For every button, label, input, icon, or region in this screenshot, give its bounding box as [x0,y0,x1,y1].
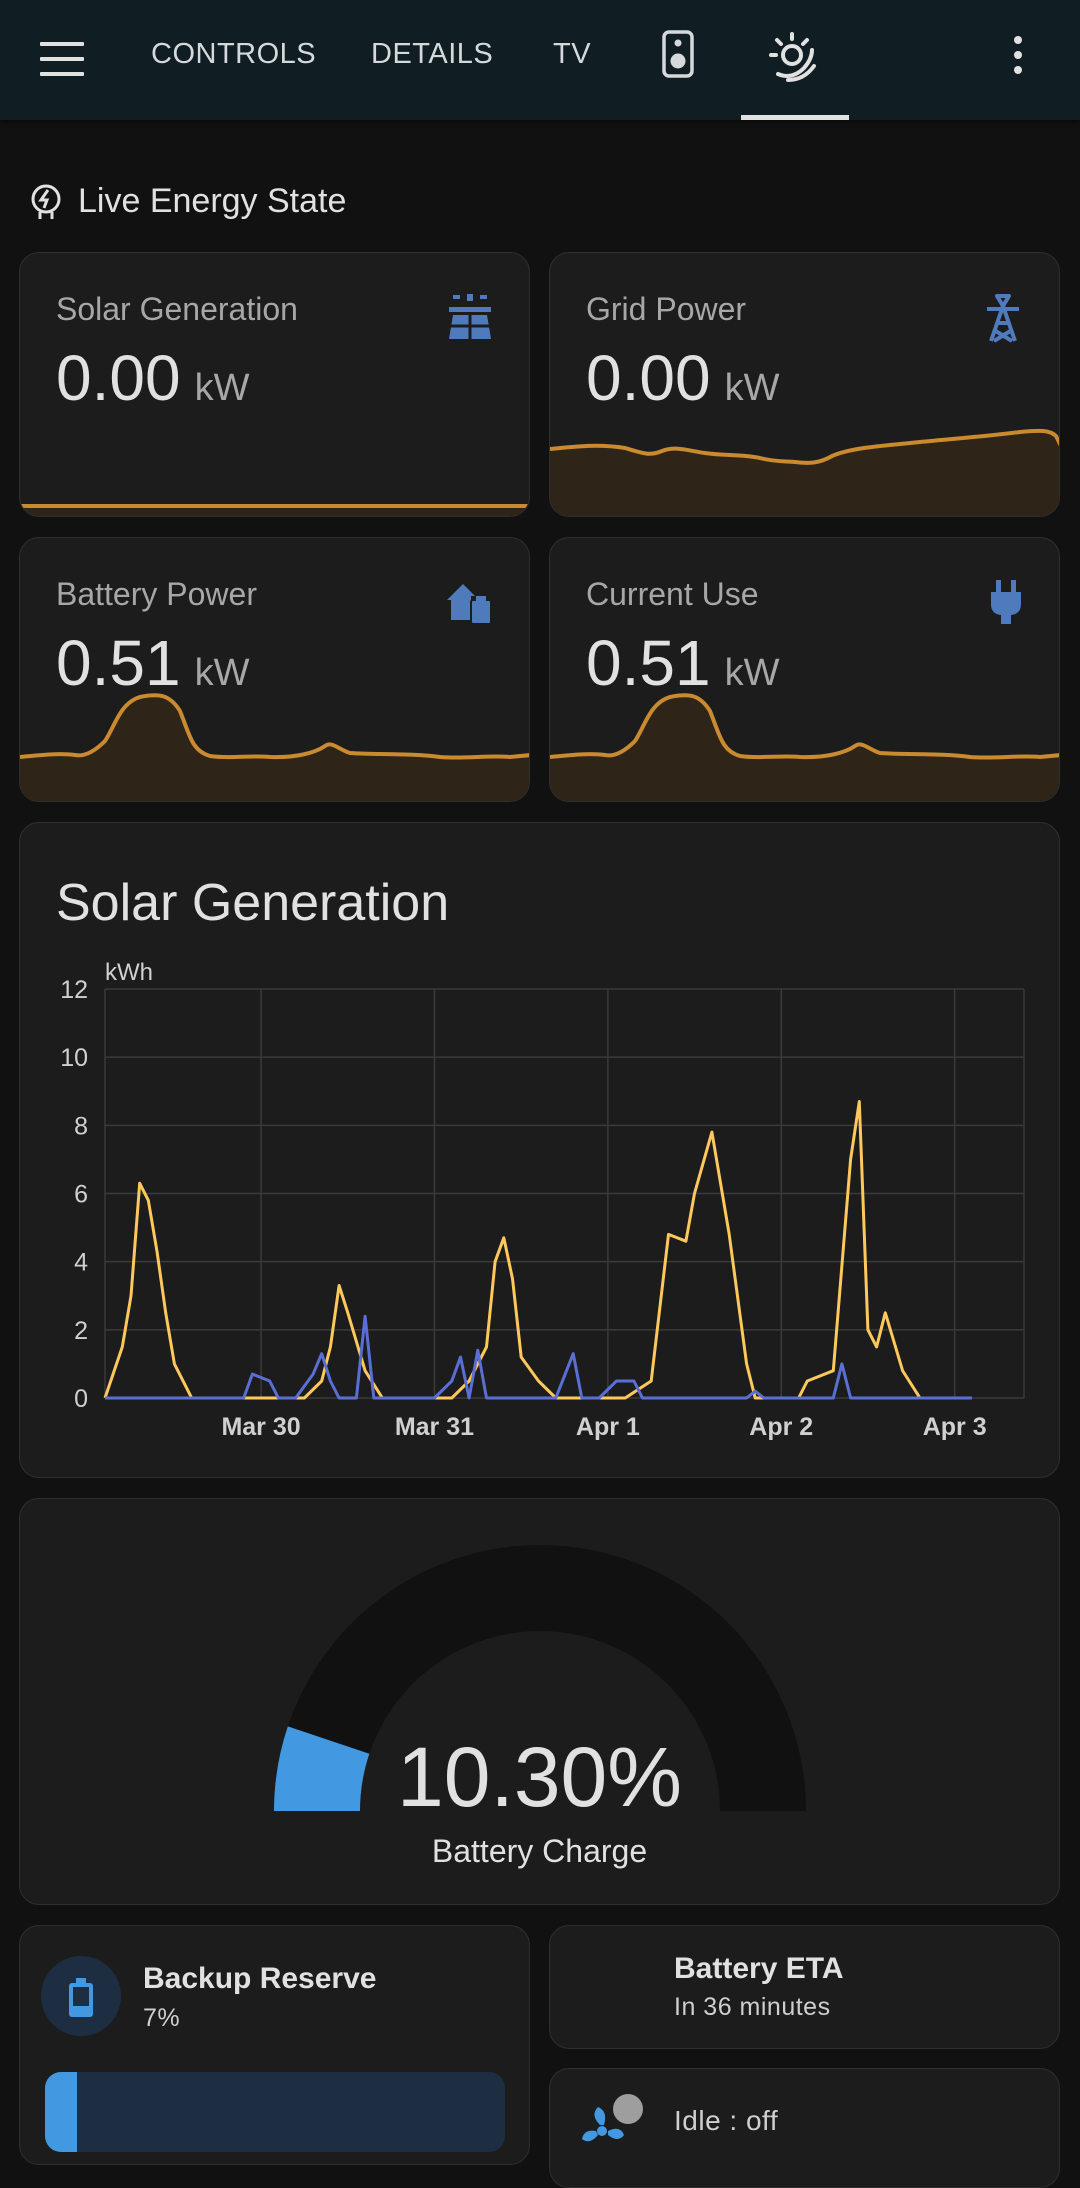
speaker-icon[interactable] [661,28,695,84]
sensor-name: Current Use [586,576,759,612]
sensor-card-solar-generation[interactable]: Solar Generation 0.00 kW [19,252,530,517]
fan-icon [582,2094,643,2142]
sensor-unit: kW [724,367,780,409]
y-tick-label: 8 [74,1112,88,1140]
sensor-name: Grid Power [586,291,747,327]
chart-title: Solar Generation [56,874,450,932]
solar-generation-chart[interactable]: 0 2 4 6 8 10 12 Mar 30 Mar 31 Apr 1 Apr 2 Apr 3 kWh [20,823,1060,1478]
backup-reserve-slider[interactable] [45,2072,505,2152]
gauge-track [274,1545,806,1811]
sensor-card-battery-power[interactable]: Battery Power 0.51 kW [19,537,530,802]
sensor-unit: kW [194,652,250,694]
x-tick-label: Mar 31 [395,1413,474,1441]
tab-controls[interactable]: CONTROLS [151,38,317,70]
energy-meter-icon [31,184,61,219]
gauge-fill [274,1726,370,1811]
gauge-label: Battery Charge [431,1833,648,1869]
solar-weather-icon[interactable] [768,28,822,84]
sensor-value-row: 0.51 kW [56,626,249,700]
tab-tv[interactable]: TV [553,38,592,70]
tile-state: In 36 minutes [674,1993,831,2021]
sensor-name: Solar Generation [56,291,298,327]
tile-name: Backup Reserve [143,1962,377,1995]
transmission-tower-icon [987,294,1019,343]
more-vertical-icon[interactable] [1003,36,1033,84]
tile-state: Idle : off [674,2105,779,2136]
slider-fill [45,2072,78,2152]
series-line-0 [103,1100,972,1400]
series-line-1 [105,1314,972,1400]
x-tick-label: Apr 2 [749,1413,813,1441]
section-header: Live Energy State [28,181,346,221]
battery-charge-gauge-card[interactable]: 10.30% Battery Charge [19,1498,1060,1905]
sparkline-battery [20,693,529,801]
y-axis-unit-label: kWh [105,959,153,986]
y-tick-label: 2 [74,1317,88,1345]
sparkline-solar [20,504,529,516]
gauge-value: 10.30% [397,1730,682,1824]
tab-details[interactable]: DETAILS [371,38,494,70]
tile-name: Battery ETA [674,1952,844,1985]
sparkline-grid [550,428,1059,516]
battery-icon-badge [41,1956,121,2036]
sensor-value-row: 0.00 kW [56,341,249,415]
app-toolbar: CONTROLS DETAILS TV [0,0,1080,120]
solar-panel-icon [449,294,491,339]
sensor-value: 0.00 [586,342,711,414]
sensor-name: Battery Power [56,576,257,612]
active-tab-indicator [741,115,849,120]
solar-generation-chart-card: Solar Generation 0 2 4 6 8 10 12 Mar 30 Mar 31 Ap… [19,822,1060,1478]
y-tick-label: 12 [60,976,88,1004]
fan-tile[interactable]: Idle : off [549,2068,1060,2188]
sensor-value-row: 0.00 kW [586,341,779,415]
tile-state: 7% [143,2004,181,2032]
sensor-card-grid-power[interactable]: Grid Power 0.00 kW [549,252,1060,517]
sensor-value: 0.51 [586,627,711,699]
x-tick-label: Apr 1 [576,1413,640,1441]
section-title: Live Energy State [78,181,347,220]
sensor-value: 0.51 [56,627,181,699]
y-tick-label: 10 [60,1044,88,1072]
sparkline-current-use [550,693,1059,801]
x-tick-label: Mar 30 [221,1413,300,1441]
y-tick-label: 0 [74,1385,88,1413]
battery-eta-tile[interactable]: Battery ETA In 36 minutes [549,1925,1060,2049]
sensor-value-row: 0.51 kW [586,626,779,700]
sensor-value: 0.00 [56,342,181,414]
power-plug-icon [991,580,1021,624]
battery-icon [69,1978,93,2017]
backup-reserve-tile[interactable]: Backup Reserve 7% [19,1925,530,2165]
gauge-arc [274,1545,806,1811]
y-tick-label: 4 [74,1249,88,1277]
y-tick-label: 6 [74,1181,88,1209]
sensor-card-current-use[interactable]: Current Use 0.51 kW [549,537,1060,802]
sensor-unit: kW [194,367,250,409]
hamburger-menu-icon[interactable] [40,42,84,76]
sensor-unit: kW [724,652,780,694]
x-tick-label: Apr 3 [923,1413,987,1441]
home-battery-icon [447,584,492,625]
